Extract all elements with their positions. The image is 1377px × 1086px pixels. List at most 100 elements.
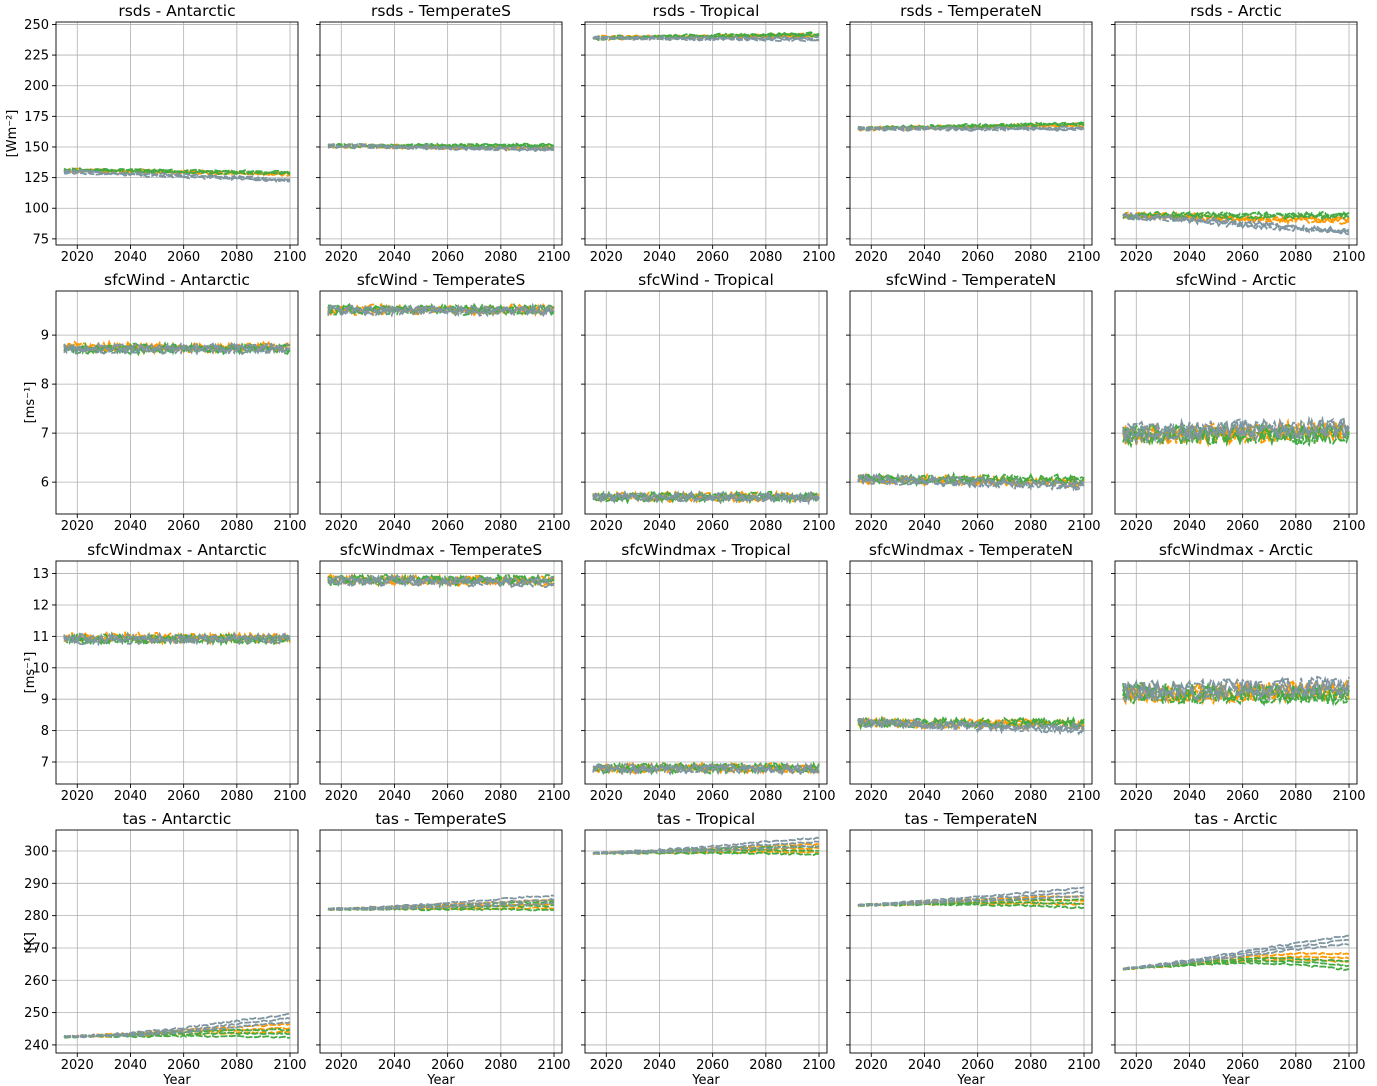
x-tick-label: 2040 — [908, 789, 941, 804]
x-axis-label: Year — [1221, 1073, 1250, 1086]
series-line-gray — [592, 836, 820, 855]
x-tick-label: 2080 — [1279, 250, 1312, 265]
series-line-gray — [63, 1012, 291, 1039]
subplot-tas-tropical: 2020 2040 2060 2080 2100 tas - Tropical Year — [581, 810, 836, 1086]
subplot-title: rsds - Antarctic — [118, 2, 235, 20]
y-tick-label: 10 — [32, 661, 49, 676]
x-tick-label: 2080 — [220, 1058, 253, 1073]
y-tick-label: 290 — [24, 877, 49, 892]
x-tick-label: 2040 — [908, 519, 941, 534]
x-tick-label: 2040 — [114, 789, 147, 804]
x-tick-label: 2100 — [1067, 789, 1100, 804]
x-tick-label: 2100 — [537, 519, 570, 534]
axes-frame — [1114, 829, 1358, 1054]
subplot-title: tas - TemperateS — [375, 810, 506, 828]
y-tick-label: 270 — [24, 941, 49, 956]
x-tick-label: 2060 — [167, 250, 200, 265]
series-line-gray — [1122, 675, 1350, 700]
series-line-gray — [63, 168, 291, 182]
series-line-gray — [857, 716, 1085, 734]
series-line-green — [592, 31, 820, 40]
series-line-orange — [1122, 212, 1350, 225]
x-tick-label: 2100 — [802, 1058, 835, 1073]
y-tick-label: 125 — [24, 171, 49, 186]
x-tick-label: 2080 — [1014, 250, 1047, 265]
axes-frame — [1114, 21, 1358, 246]
series-line-gray — [327, 894, 555, 911]
x-tick-label: 2060 — [431, 519, 464, 534]
x-tick-label: 2020 — [590, 789, 623, 804]
subplot-title: rsds - TemperateN — [900, 2, 1042, 20]
x-tick-label: 2040 — [378, 519, 411, 534]
series-line-gray — [857, 472, 1085, 490]
x-tick-label: 2060 — [1226, 250, 1259, 265]
x-tick-label: 2080 — [1279, 789, 1312, 804]
x-tick-label: 2100 — [537, 1058, 570, 1073]
x-tick-label: 2040 — [908, 250, 941, 265]
y-tick-label: 6 — [41, 476, 49, 491]
x-tick-label: 2100 — [273, 789, 306, 804]
axes-frame — [1114, 290, 1358, 515]
x-tick-label: 2020 — [1120, 519, 1153, 534]
x-tick-label: 2040 — [1173, 1058, 1206, 1073]
subplot-title: sfcWindmax - TemperateS — [340, 541, 542, 559]
x-axis-label: Year — [691, 1073, 720, 1086]
x-tick-label: 2020 — [1120, 789, 1153, 804]
x-tick-label: 2020 — [855, 519, 888, 534]
series-line-green — [63, 166, 291, 174]
x-tick-label: 2060 — [431, 250, 464, 265]
series-line-gray — [592, 34, 820, 41]
x-tick-label: 2020 — [855, 1058, 888, 1073]
axes-frame — [584, 21, 828, 246]
series-line-gray — [63, 171, 291, 183]
x-tick-label: 2080 — [749, 519, 782, 534]
x-axis-label: Year — [162, 1073, 191, 1086]
x-tick-label: 2020 — [590, 519, 623, 534]
x-tick-label: 2020 — [855, 250, 888, 265]
x-tick-label: 2080 — [749, 789, 782, 804]
x-tick-label: 2080 — [484, 789, 517, 804]
x-tick-label: 2060 — [431, 1058, 464, 1073]
x-tick-label: 2060 — [961, 519, 994, 534]
x-tick-label: 2100 — [1067, 519, 1100, 534]
axes-frame — [55, 21, 299, 246]
x-tick-label: 2100 — [802, 789, 835, 804]
subplot-tas-temperaten: 2020 2040 2060 2080 2100 tas - TemperateN Year — [846, 810, 1101, 1086]
axes-frame — [584, 560, 828, 785]
y-tick-label: 9 — [41, 693, 49, 708]
x-tick-label: 2100 — [537, 789, 570, 804]
x-tick-label: 2100 — [802, 519, 835, 534]
x-tick-label: 2100 — [1332, 789, 1365, 804]
axes-frame — [584, 829, 828, 1054]
x-tick-label: 2100 — [1332, 250, 1365, 265]
series-line-orange — [1122, 678, 1350, 704]
x-tick-label: 2100 — [1067, 250, 1100, 265]
x-tick-label: 2040 — [643, 250, 676, 265]
series-line-green — [857, 902, 1085, 910]
series-line-gray — [63, 342, 291, 355]
series-line-gray — [327, 573, 555, 587]
axes-frame — [849, 560, 1093, 785]
x-tick-label: 2100 — [1332, 519, 1365, 534]
subplot-rsds-temperates: 2020 2040 2060 2080 2100 rsds - TemperateS — [316, 2, 571, 265]
subplot-sfcwind-arctic: 2020 2040 2060 2080 2100 sfcWind - Arctic — [1111, 271, 1366, 534]
subplot-title: sfcWind - Arctic — [1176, 271, 1297, 289]
x-tick-label: 2020 — [855, 789, 888, 804]
x-tick-label: 2080 — [1279, 519, 1312, 534]
series-line-gray — [327, 302, 555, 316]
x-tick-label: 2080 — [484, 519, 517, 534]
axes-frame — [55, 290, 299, 515]
series-line-gray — [327, 143, 555, 151]
y-tick-label: 280 — [24, 909, 49, 924]
subplot-rsds-tropical: 2020 2040 2060 2080 2100 rsds - Tropical — [581, 2, 836, 265]
x-tick-label: 2020 — [325, 519, 358, 534]
x-tick-label: 2020 — [61, 519, 94, 534]
subplot-rsds-antarctic: 2020 2040 2060 2080 2100 75 100 125 150 175 200 225… — [5, 2, 307, 265]
axes-frame — [584, 290, 828, 515]
x-tick-label: 2040 — [643, 1058, 676, 1073]
x-tick-label: 2060 — [961, 250, 994, 265]
series-line-gray — [327, 902, 555, 911]
x-tick-label: 2040 — [378, 1058, 411, 1073]
x-tick-label: 2100 — [537, 250, 570, 265]
